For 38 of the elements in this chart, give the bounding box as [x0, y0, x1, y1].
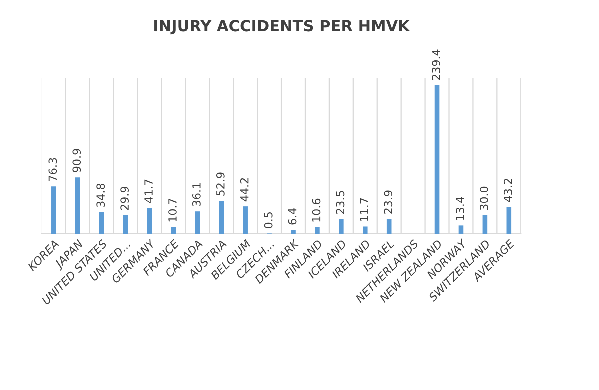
data-label: 0.5: [264, 212, 273, 228]
data-label: 36.1: [192, 183, 201, 206]
data-label: 13.4: [456, 197, 464, 220]
chart-title: INJURY ACCIDENTS PER HMVK: [154, 20, 410, 35]
data-label: 11.7: [360, 198, 368, 222]
data-label: 10.7: [168, 199, 177, 222]
bar: [458, 226, 464, 234]
bar: [506, 207, 512, 234]
data-label: 43.2: [504, 179, 512, 202]
bar: [386, 219, 392, 234]
bar: [291, 230, 296, 234]
data-label: 29.9: [120, 187, 130, 210]
bar: [147, 208, 152, 234]
data-label: 23.5: [336, 191, 345, 214]
data-label: 239.4: [432, 50, 440, 80]
data-label: 41.7: [144, 180, 153, 204]
data-label: 34.8: [96, 184, 106, 208]
data-label: 10.6: [312, 198, 321, 222]
data-label: 76.3: [48, 158, 58, 182]
data-label: 30.0: [480, 186, 488, 210]
bar: [195, 212, 200, 234]
data-label: 90.9: [72, 149, 82, 172]
bar: [99, 212, 104, 234]
bar: [339, 219, 344, 234]
bar: [75, 178, 80, 234]
data-label: 52.9: [216, 172, 225, 196]
data-label: 6.4: [288, 208, 297, 225]
bar: [434, 85, 440, 234]
bar: [482, 215, 488, 234]
bar: [315, 227, 320, 234]
bar: [171, 227, 176, 234]
bar: [362, 226, 368, 234]
bar: [219, 201, 224, 234]
data-label: 44.2: [240, 178, 249, 202]
bar: [123, 215, 128, 234]
bar: [52, 186, 56, 234]
bar: [243, 206, 248, 234]
data-label: 23.9: [384, 190, 393, 214]
